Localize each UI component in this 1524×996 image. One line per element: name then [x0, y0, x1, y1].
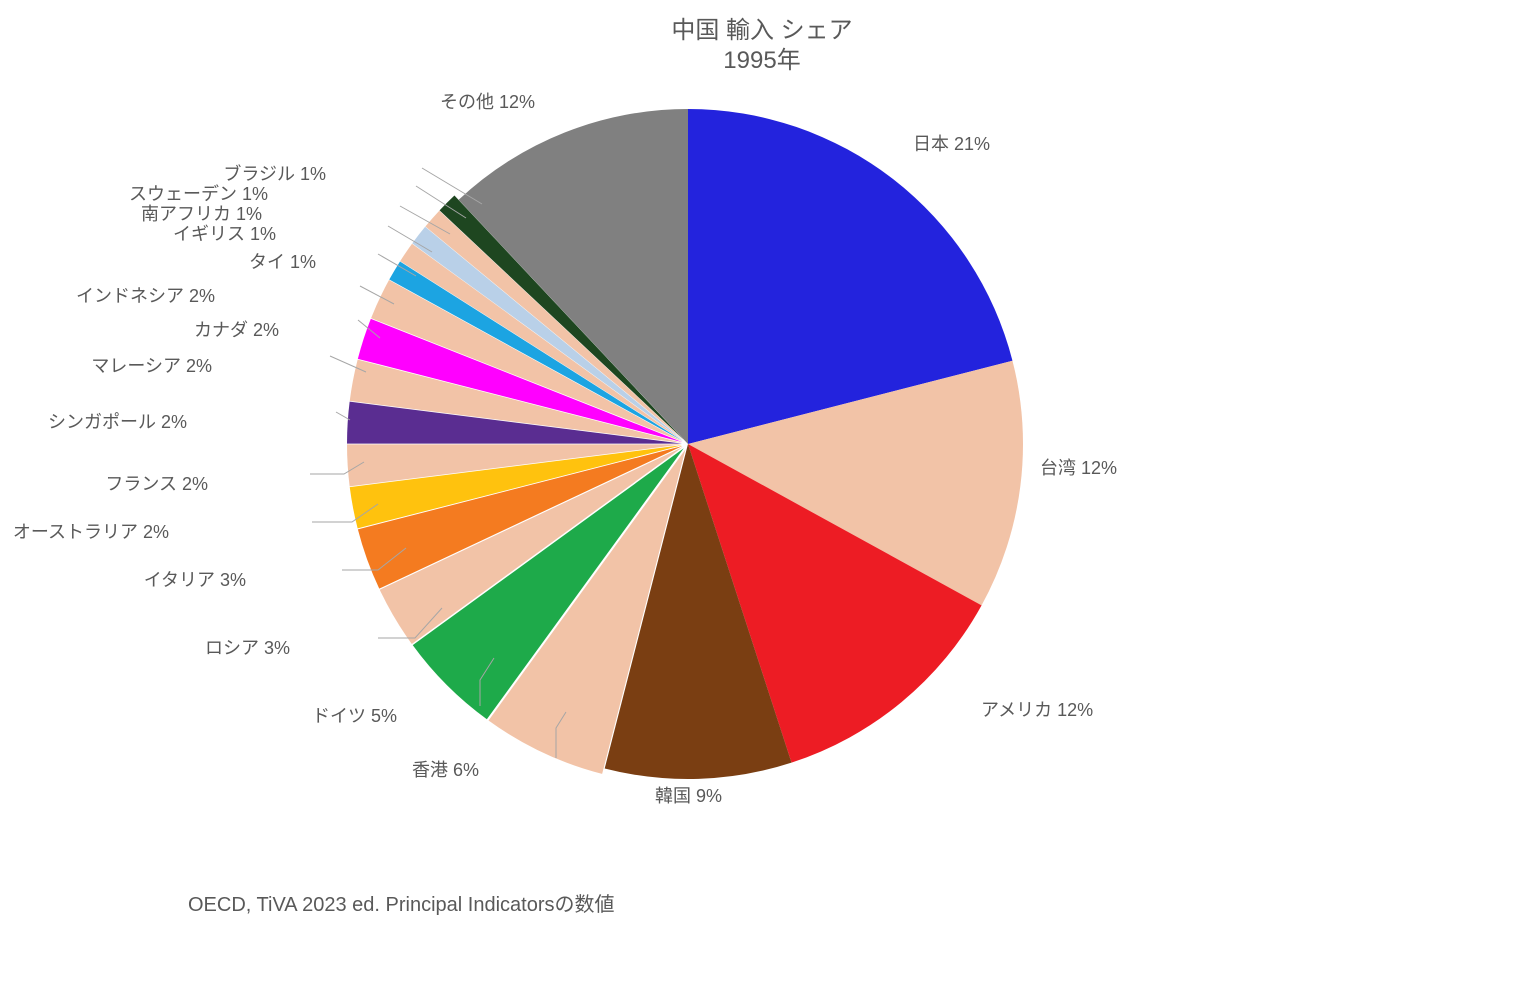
- slice-label: オーストラリア 2%: [13, 518, 169, 544]
- slice-label: 日本 21%: [913, 130, 990, 156]
- slice-label: ブラジル 1%: [223, 160, 326, 186]
- slice-label: フランス 2%: [105, 470, 208, 496]
- slice-label: インドネシア 2%: [76, 282, 215, 308]
- slice-label: 台湾 12%: [1040, 454, 1117, 480]
- slice-label: アメリカ 12%: [981, 696, 1093, 722]
- slice-label: タイ 1%: [249, 248, 316, 274]
- slice-label: ドイツ 5%: [312, 702, 397, 728]
- pie-chart: [0, 0, 1524, 996]
- slice-label: マレーシア 2%: [91, 352, 212, 378]
- slice-label: その他 12%: [440, 88, 535, 114]
- slice-label: シンガポール 2%: [48, 408, 187, 434]
- slice-label: 香港 6%: [412, 756, 479, 782]
- leader-line: [336, 412, 350, 420]
- slice-label: イタリア 3%: [144, 566, 246, 592]
- slice-label: ロシア 3%: [205, 634, 290, 660]
- slice-label: 韓国 9%: [655, 782, 722, 808]
- slice-label: カナダ 2%: [194, 316, 279, 342]
